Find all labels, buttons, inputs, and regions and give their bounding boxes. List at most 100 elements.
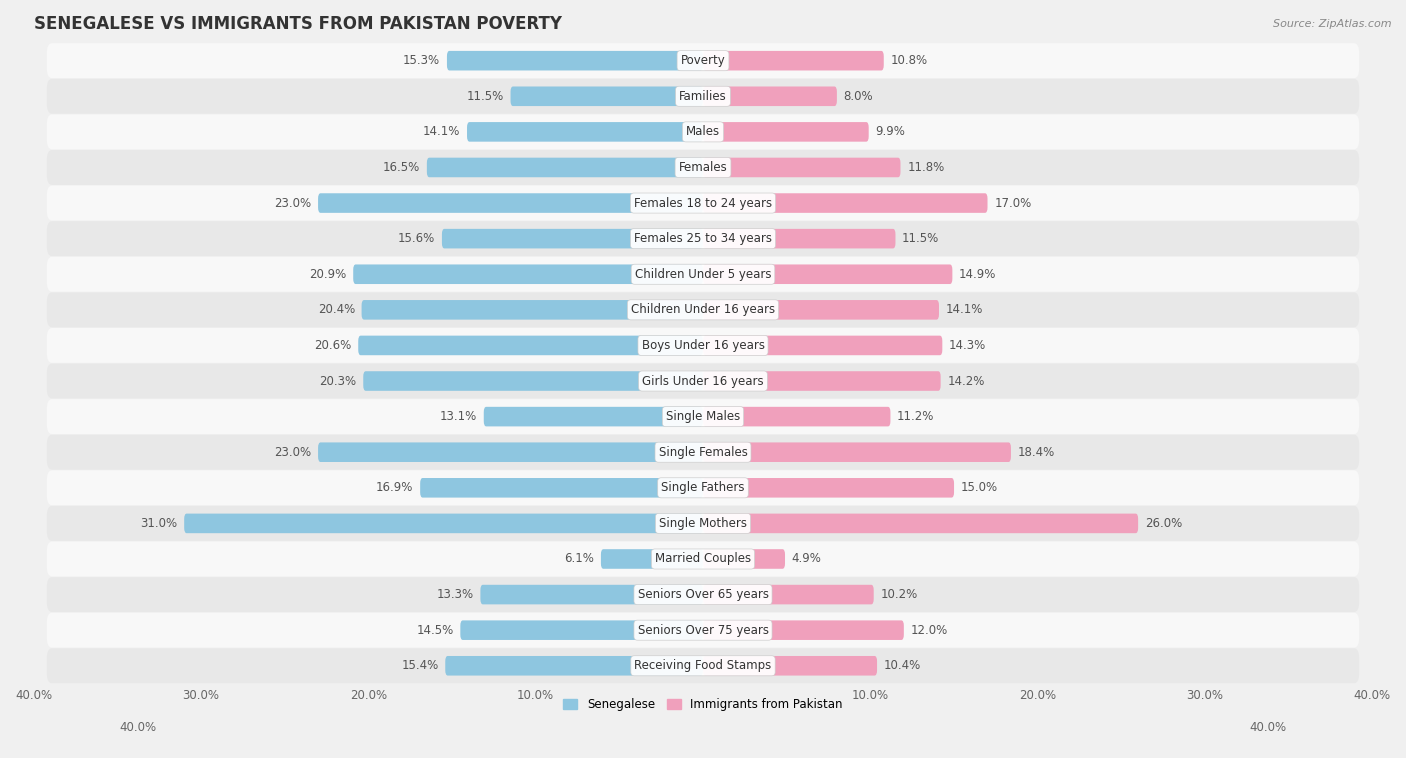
Text: 10.2%: 10.2% [880,588,918,601]
FancyBboxPatch shape [46,399,1360,434]
Text: Children Under 5 years: Children Under 5 years [634,268,772,280]
Text: 20.9%: 20.9% [309,268,346,280]
Text: 15.6%: 15.6% [398,232,436,245]
FancyBboxPatch shape [703,443,1011,462]
FancyBboxPatch shape [359,336,703,356]
Text: Females 25 to 34 years: Females 25 to 34 years [634,232,772,245]
Text: 16.9%: 16.9% [375,481,413,494]
FancyBboxPatch shape [363,371,703,391]
Text: 23.0%: 23.0% [274,446,311,459]
Text: 20.6%: 20.6% [315,339,352,352]
FancyBboxPatch shape [460,620,703,640]
Text: Single Mothers: Single Mothers [659,517,747,530]
Text: 11.5%: 11.5% [467,89,503,103]
FancyBboxPatch shape [46,293,1360,327]
Text: 9.9%: 9.9% [876,125,905,139]
Text: 4.9%: 4.9% [792,553,821,565]
Text: Seniors Over 65 years: Seniors Over 65 years [637,588,769,601]
Text: 6.1%: 6.1% [564,553,595,565]
FancyBboxPatch shape [703,620,904,640]
FancyBboxPatch shape [703,51,884,70]
Text: Source: ZipAtlas.com: Source: ZipAtlas.com [1274,19,1392,29]
Text: 18.4%: 18.4% [1018,446,1054,459]
FancyBboxPatch shape [703,86,837,106]
FancyBboxPatch shape [600,550,703,568]
Text: Females: Females [679,161,727,174]
Text: Families: Families [679,89,727,103]
FancyBboxPatch shape [467,122,703,142]
FancyBboxPatch shape [427,158,703,177]
FancyBboxPatch shape [420,478,703,497]
FancyBboxPatch shape [46,541,1360,576]
FancyBboxPatch shape [447,51,703,70]
Text: 15.4%: 15.4% [401,659,439,672]
Text: 11.8%: 11.8% [907,161,945,174]
Text: Boys Under 16 years: Boys Under 16 years [641,339,765,352]
Text: 40.0%: 40.0% [1250,721,1286,734]
Text: 11.5%: 11.5% [903,232,939,245]
FancyBboxPatch shape [510,86,703,106]
FancyBboxPatch shape [46,435,1360,470]
FancyBboxPatch shape [46,257,1360,292]
Text: 12.0%: 12.0% [911,624,948,637]
FancyBboxPatch shape [46,150,1360,185]
FancyBboxPatch shape [703,514,1137,533]
FancyBboxPatch shape [353,265,703,284]
Text: 15.0%: 15.0% [960,481,998,494]
FancyBboxPatch shape [46,114,1360,149]
Text: 15.3%: 15.3% [404,54,440,67]
Text: 26.0%: 26.0% [1144,517,1182,530]
Text: 17.0%: 17.0% [994,196,1032,209]
FancyBboxPatch shape [46,328,1360,363]
FancyBboxPatch shape [481,584,703,604]
FancyBboxPatch shape [703,158,900,177]
FancyBboxPatch shape [703,193,987,213]
FancyBboxPatch shape [46,612,1360,647]
FancyBboxPatch shape [46,43,1360,78]
Text: 14.1%: 14.1% [423,125,460,139]
Text: 20.4%: 20.4% [318,303,354,316]
FancyBboxPatch shape [703,122,869,142]
Legend: Senegalese, Immigrants from Pakistan: Senegalese, Immigrants from Pakistan [558,694,848,716]
Text: 40.0%: 40.0% [120,721,156,734]
FancyBboxPatch shape [703,656,877,675]
FancyBboxPatch shape [446,656,703,675]
FancyBboxPatch shape [703,407,890,427]
Text: 10.4%: 10.4% [884,659,921,672]
Text: SENEGALESE VS IMMIGRANTS FROM PAKISTAN POVERTY: SENEGALESE VS IMMIGRANTS FROM PAKISTAN P… [34,15,561,33]
FancyBboxPatch shape [703,265,952,284]
Text: 14.2%: 14.2% [948,374,984,387]
FancyBboxPatch shape [46,221,1360,256]
FancyBboxPatch shape [46,506,1360,541]
Text: 14.9%: 14.9% [959,268,997,280]
Text: 14.1%: 14.1% [946,303,983,316]
Text: 16.5%: 16.5% [382,161,420,174]
FancyBboxPatch shape [441,229,703,249]
Text: Single Females: Single Females [658,446,748,459]
FancyBboxPatch shape [318,193,703,213]
Text: Married Couples: Married Couples [655,553,751,565]
Text: Poverty: Poverty [681,54,725,67]
FancyBboxPatch shape [703,300,939,320]
Text: Single Fathers: Single Fathers [661,481,745,494]
Text: Girls Under 16 years: Girls Under 16 years [643,374,763,387]
Text: 23.0%: 23.0% [274,196,311,209]
FancyBboxPatch shape [46,648,1360,683]
FancyBboxPatch shape [703,584,873,604]
Text: 8.0%: 8.0% [844,89,873,103]
Text: 20.3%: 20.3% [319,374,357,387]
FancyBboxPatch shape [46,79,1360,114]
FancyBboxPatch shape [46,471,1360,506]
Text: 31.0%: 31.0% [141,517,177,530]
Text: 14.3%: 14.3% [949,339,986,352]
FancyBboxPatch shape [46,577,1360,612]
Text: Seniors Over 75 years: Seniors Over 75 years [637,624,769,637]
FancyBboxPatch shape [184,514,703,533]
Text: Males: Males [686,125,720,139]
FancyBboxPatch shape [361,300,703,320]
FancyBboxPatch shape [318,443,703,462]
FancyBboxPatch shape [46,364,1360,399]
Text: Receiving Food Stamps: Receiving Food Stamps [634,659,772,672]
Text: Females 18 to 24 years: Females 18 to 24 years [634,196,772,209]
FancyBboxPatch shape [703,229,896,249]
